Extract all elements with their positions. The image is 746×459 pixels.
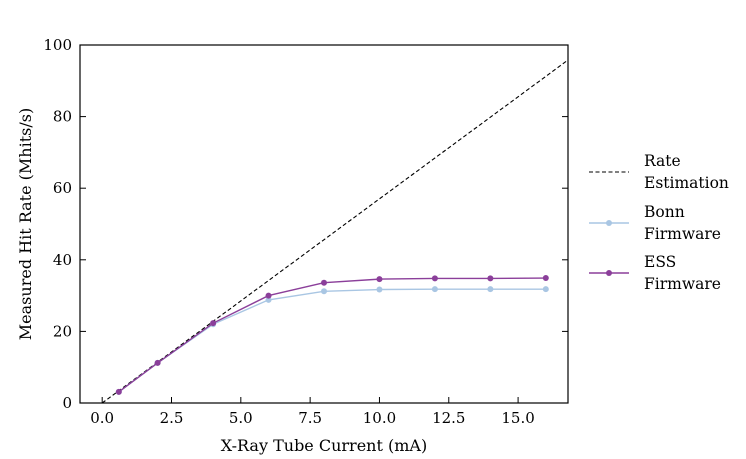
x-tick-label: 12.5 — [432, 409, 465, 427]
series-2-point — [154, 359, 161, 366]
y-tick-label: 60 — [53, 179, 72, 197]
series-line-2 — [118, 277, 546, 393]
legend-label-0: Estimation — [644, 174, 729, 192]
axes-ticks: 0.0 2.5 5.0 7.5 10.0 12.5 15.0 0 20 40 60 80 100 — [43, 36, 568, 427]
series-2-point — [321, 279, 327, 286]
legend-label-1: Firmware — [644, 225, 721, 243]
legend-marker-1 — [606, 220, 612, 226]
series-line-0 — [101, 59, 568, 403]
series-1-point — [376, 286, 383, 293]
y-tick-label: 20 — [53, 322, 72, 340]
x-tick-label: 15.0 — [501, 409, 534, 427]
x-tick-label: 10.0 — [363, 409, 396, 427]
series-2-point — [431, 275, 438, 282]
x-tick-label: 7.5 — [298, 409, 322, 427]
y-tick-label: 100 — [43, 36, 72, 54]
legend-label-2: Firmware — [644, 275, 721, 293]
series-1-point — [487, 286, 494, 293]
x-tick-label: 0.0 — [90, 409, 114, 427]
series-2-point — [376, 276, 383, 283]
series-2-point — [542, 275, 549, 282]
x-axis-label: X-Ray Tube Current (mA) — [221, 436, 427, 455]
series-2-point — [487, 275, 494, 282]
series-1-point — [321, 288, 327, 295]
legend: Rate Estimation Bonn Firmware ESS Firmware — [589, 152, 729, 293]
series-1-point — [431, 286, 438, 293]
legend-marker-2 — [606, 270, 612, 276]
legend-label-0: Rate — [644, 152, 681, 170]
y-axis-label: Measured Hit Rate (Mhits/s) — [16, 108, 35, 340]
series-line-1 — [118, 288, 546, 393]
plot-series — [101, 59, 568, 403]
x-tick-label: 5.0 — [229, 409, 253, 427]
y-tick-label: 40 — [53, 251, 72, 269]
series-2-point — [210, 320, 217, 327]
x-tick-label: 2.5 — [160, 409, 184, 427]
series-1-point — [265, 296, 272, 303]
legend-label-1: Bonn — [644, 203, 685, 221]
plot-frame — [79, 44, 569, 404]
series-1-point — [542, 286, 549, 293]
y-tick-label: 0 — [62, 394, 72, 412]
series-2-point — [265, 292, 272, 299]
legend-label-2: ESS — [644, 253, 676, 271]
series-2-point — [115, 388, 122, 395]
y-tick-label: 80 — [53, 108, 72, 126]
